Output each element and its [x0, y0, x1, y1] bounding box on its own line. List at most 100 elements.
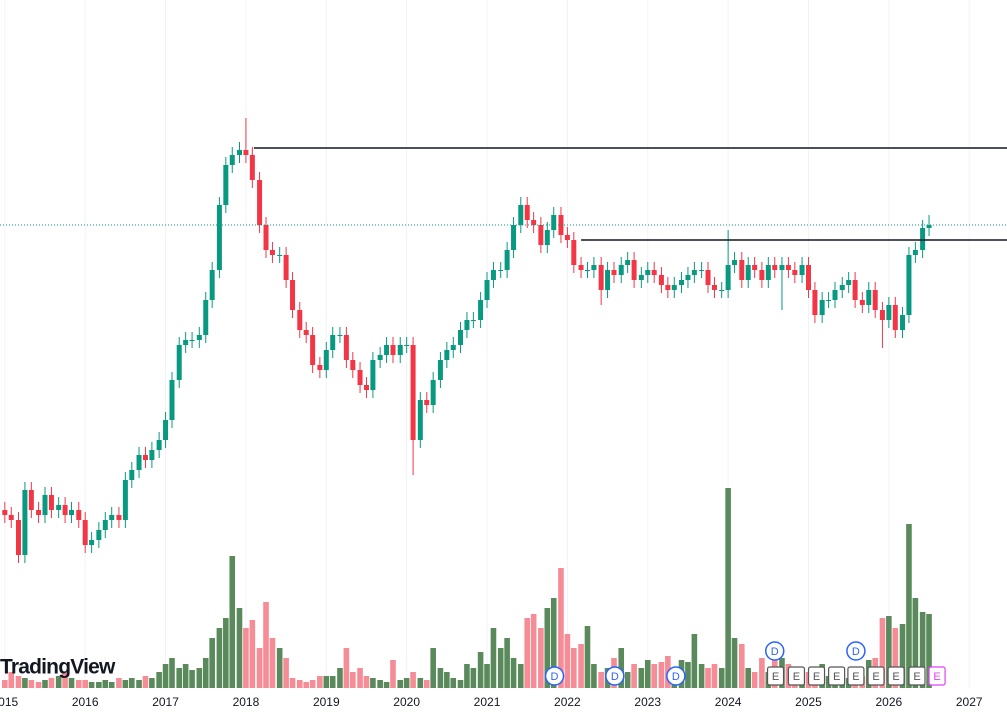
candle-body [189, 340, 195, 341]
candle-body [76, 510, 82, 520]
x-tick-label: 2021 [474, 695, 501, 709]
candle-body [283, 255, 289, 280]
x-tick-label: 2016 [72, 695, 99, 709]
earnings-marker[interactable] [887, 666, 905, 686]
candle-body [912, 250, 918, 255]
candle-body [424, 400, 430, 405]
dividend-marker[interactable] [544, 666, 565, 686]
candle-body [290, 280, 296, 310]
candle-body [699, 270, 705, 271]
candle-body [719, 290, 725, 291]
volume-bar [430, 648, 436, 688]
candle-body [679, 280, 685, 285]
candle-body [337, 335, 343, 336]
candle-body [759, 270, 765, 280]
candle-body [691, 270, 697, 275]
candle-body [430, 380, 436, 405]
volume-bar [591, 664, 597, 688]
candle-body [658, 275, 664, 285]
earnings-label: E [913, 671, 920, 683]
volume-bar [477, 652, 484, 688]
volume-bar [55, 676, 62, 688]
volume-bar [283, 658, 289, 688]
volume-bar [631, 664, 637, 688]
volume-bar [417, 678, 424, 688]
candle-body [511, 225, 517, 250]
dividend-label: D [672, 671, 680, 683]
earnings-marker[interactable] [867, 666, 885, 686]
volume-bar [584, 626, 591, 688]
volume-bar [176, 668, 183, 688]
volume-bar [558, 568, 564, 688]
volume-bar [249, 620, 256, 688]
x-tick-label: 2026 [876, 695, 903, 709]
candle-body [136, 455, 142, 470]
candle-body [350, 360, 356, 370]
candle-body [752, 265, 758, 270]
dividend-marker[interactable] [846, 641, 866, 661]
candle-body [464, 320, 470, 330]
earnings-marker[interactable] [787, 666, 806, 686]
volume-bar [96, 682, 102, 688]
candle-body [618, 265, 624, 275]
volume-bar [42, 680, 48, 688]
volume-bar [926, 614, 932, 688]
earnings-label: E [813, 671, 820, 683]
candle-body [209, 270, 215, 300]
volume-bar [504, 638, 510, 688]
dividend-marker[interactable] [764, 641, 785, 661]
candle-body [645, 270, 651, 275]
earnings-marker[interactable] [908, 666, 926, 686]
volume-bar [8, 672, 15, 688]
volume-bar [397, 680, 404, 688]
dividend-marker[interactable] [666, 666, 686, 686]
candle-body [852, 280, 858, 300]
dividend-marker[interactable] [605, 666, 625, 686]
candle-body [236, 150, 242, 155]
candle-body [792, 270, 798, 275]
volume-bar [685, 662, 691, 688]
earnings-marker[interactable] [807, 666, 826, 686]
candle-body [257, 180, 263, 225]
candle-body [370, 360, 376, 390]
volume-bar [129, 678, 135, 688]
x-tick-label: 2027 [956, 695, 983, 709]
x-tick-label: 2015 [0, 695, 18, 709]
volume-bar [317, 676, 323, 688]
candle-body [879, 310, 885, 320]
volume-bar [410, 672, 416, 688]
volume-bar [75, 680, 82, 688]
earnings-marker[interactable] [766, 666, 785, 686]
candle-body [745, 265, 751, 280]
candle-body [625, 260, 631, 265]
volume-bar [136, 680, 142, 688]
logo: TradingView [0, 656, 116, 679]
candle-body [397, 345, 403, 355]
volume-bar [484, 664, 490, 688]
volume-bar [62, 672, 68, 688]
volume-bar [698, 664, 705, 688]
candle-body [739, 260, 745, 280]
candle-body [417, 400, 423, 440]
candle-body [839, 285, 845, 290]
candle-body [203, 300, 209, 335]
volume-bar [550, 598, 557, 688]
candle-body [812, 290, 818, 315]
candle-body [216, 205, 222, 270]
earnings-marker[interactable] [847, 666, 865, 686]
candle-body [223, 165, 229, 205]
volume-bar [517, 664, 524, 688]
volume-bar [289, 678, 296, 688]
x-tick-label: 2019 [313, 695, 340, 709]
candle-body [330, 335, 336, 350]
volume-bar [638, 668, 645, 688]
candle-body [518, 205, 524, 225]
candle-body [277, 255, 283, 256]
volume-bar [745, 668, 752, 688]
volume-bar [919, 612, 926, 688]
candle-body [357, 370, 363, 385]
candle-body [531, 220, 537, 225]
earnings-marker[interactable] [828, 666, 846, 686]
earnings-marker[interactable] [928, 666, 946, 686]
candle-body [229, 155, 235, 165]
